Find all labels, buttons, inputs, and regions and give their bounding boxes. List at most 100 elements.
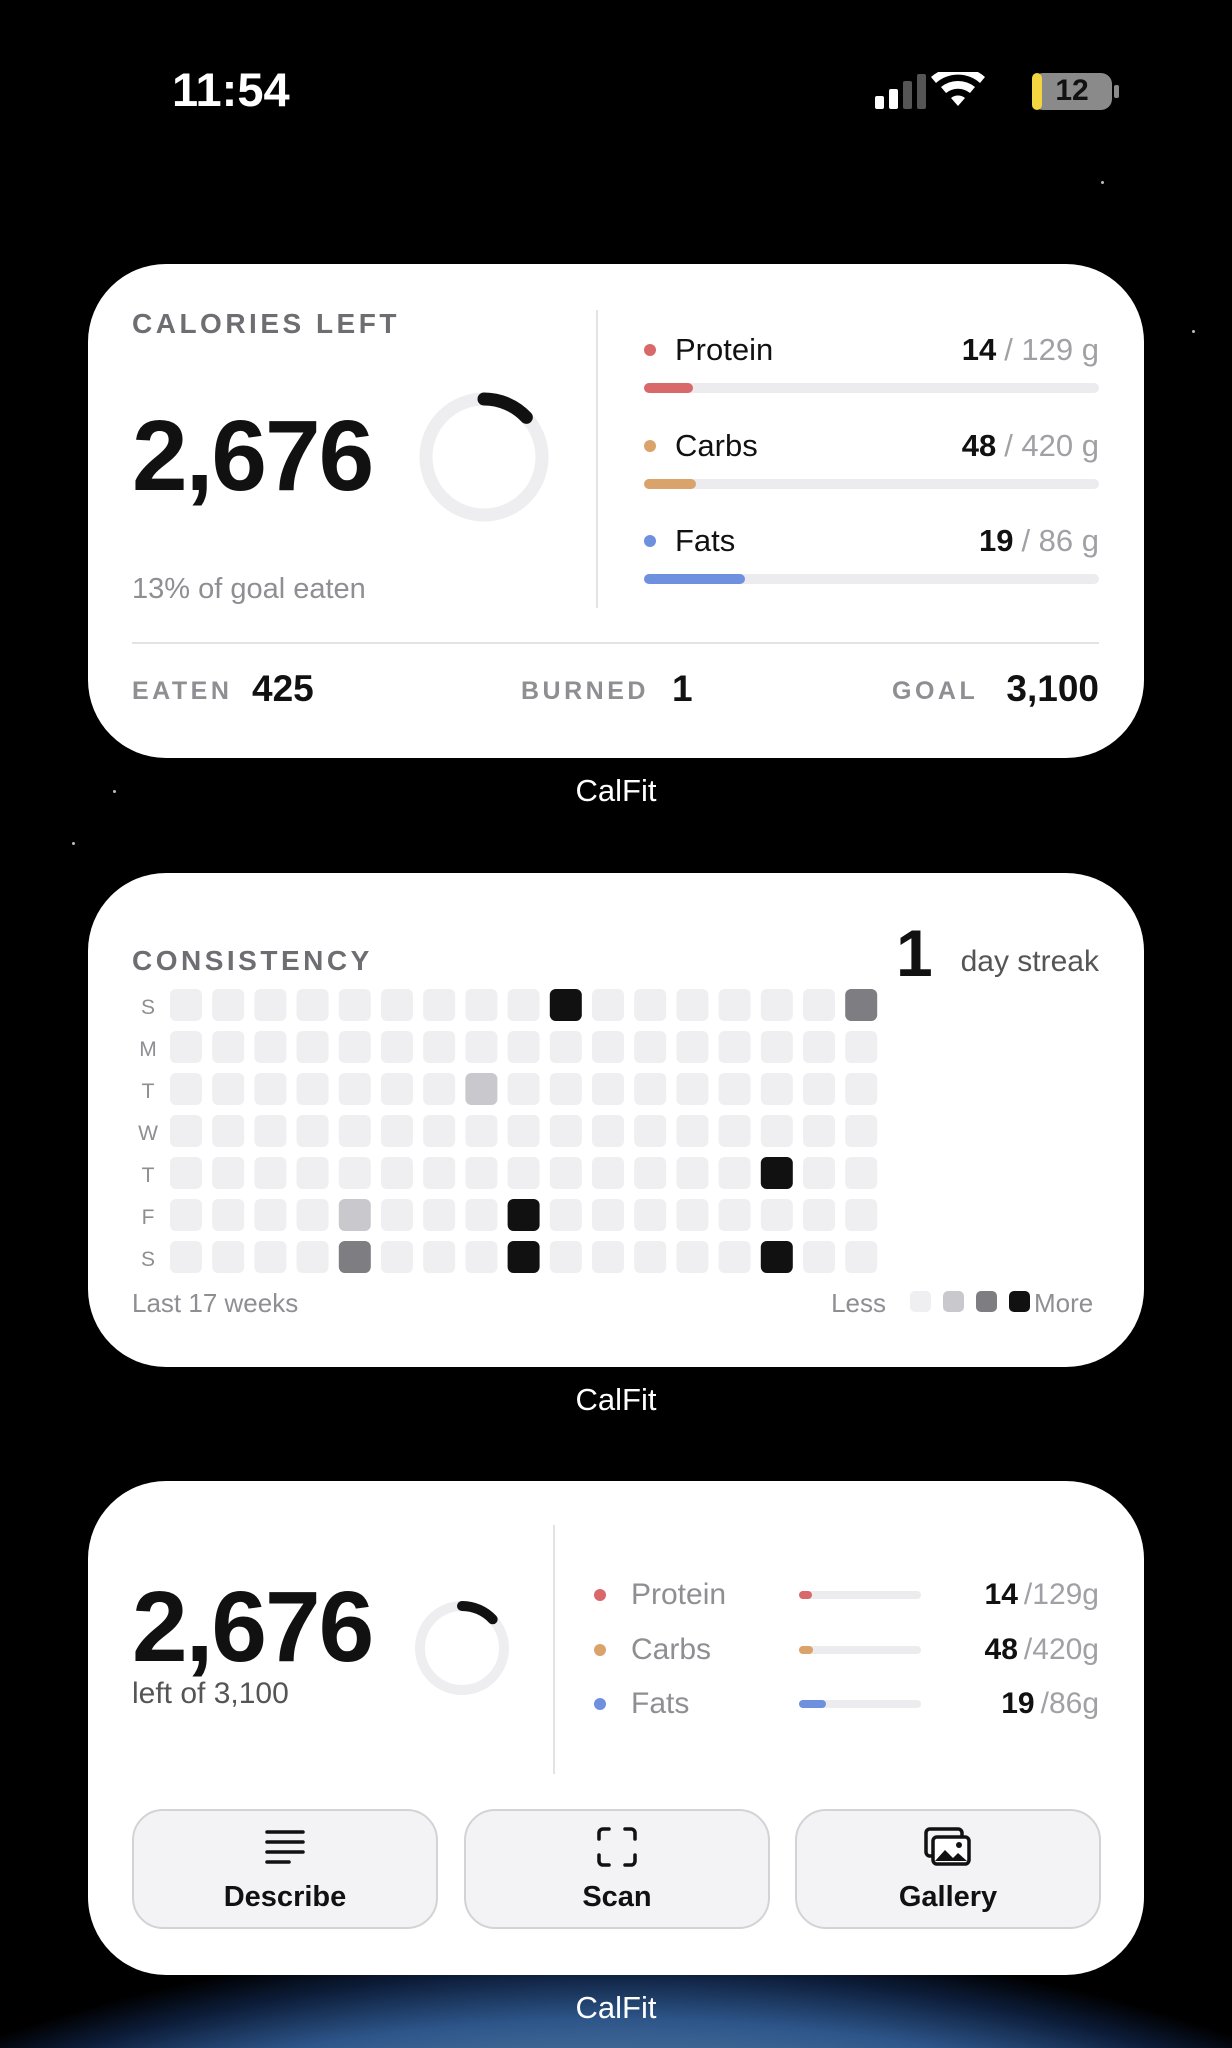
- day-label: T: [141, 1164, 155, 1187]
- heatmap-cell: [634, 1199, 667, 1231]
- heatmap-cell: [676, 1241, 709, 1273]
- gallery-button[interactable]: Gallery: [795, 1809, 1101, 1929]
- heatmap-cell: [634, 1073, 667, 1105]
- app-label: CalFit: [575, 1382, 657, 1417]
- heatmap-cell: [718, 1241, 751, 1273]
- heatmap-cell: [507, 1073, 540, 1105]
- macro-goal: /420g: [1023, 1633, 1099, 1666]
- heatmap-cell: [592, 1241, 624, 1273]
- star: [113, 790, 116, 793]
- heatmap-cell: [549, 1115, 582, 1147]
- heatmap-cell: [296, 1031, 329, 1063]
- heatmap-cell: [803, 1157, 835, 1189]
- heatmap-cell: [423, 989, 456, 1021]
- calories-widget[interactable]: CALORIES LEFT 2,676 13% of goal eaten Pr…: [88, 264, 1144, 758]
- divider: [596, 310, 598, 608]
- macro-name: Fats: [675, 523, 736, 558]
- legend-swatch: [910, 1291, 931, 1312]
- heatmap-cell: [760, 1157, 793, 1189]
- heatmap-cell: [803, 1241, 835, 1273]
- macro-bar: [799, 1700, 826, 1708]
- day-label: T: [141, 1080, 155, 1103]
- macro-bar: [799, 1646, 813, 1654]
- day-label: F: [141, 1206, 155, 1229]
- heatmap-cell: [760, 1073, 793, 1105]
- heatmap-cell: [592, 1073, 624, 1105]
- consistency-widget[interactable]: CONSISTENCY 1 day streak Last 17 weeks L…: [88, 873, 1144, 1367]
- heatmap-cell: [803, 989, 835, 1021]
- heatmap-cell: [718, 989, 751, 1021]
- total-label: BURNED: [521, 677, 649, 705]
- heatmap-cell: [212, 1157, 245, 1189]
- heatmap-cell: [507, 1031, 540, 1063]
- macro-eaten: 19: [1001, 1687, 1035, 1720]
- heatmap-cell: [212, 989, 245, 1021]
- star: [1101, 181, 1104, 184]
- heatmap-cell: [338, 1031, 371, 1063]
- divider: [132, 642, 1099, 644]
- heatmap-cell: [170, 989, 202, 1021]
- heatmap-cell: [254, 989, 287, 1021]
- heatmap-cell: [254, 1073, 287, 1105]
- heatmap-cell: [592, 1157, 624, 1189]
- macro-goal: / 420 g: [1004, 428, 1099, 463]
- gallery-icon: [924, 1827, 971, 1866]
- heatmap-cell: [338, 1241, 371, 1273]
- heatmap-cell: [381, 989, 413, 1021]
- macro-eaten: 48: [961, 428, 997, 463]
- heatmap-cell: [845, 1199, 878, 1231]
- heatmap-cell: [338, 1157, 371, 1189]
- heatmap-cell: [549, 1241, 582, 1273]
- macro-goal: / 86 g: [1021, 523, 1099, 558]
- heatmap-cell: [381, 1115, 413, 1147]
- heatmap-cell: [760, 1199, 793, 1231]
- heatmap-cell: [507, 1241, 540, 1273]
- app-label: CalFit: [575, 773, 657, 808]
- macro-bar: [644, 383, 694, 393]
- macro-track: [644, 383, 1099, 393]
- heatmap-cell: [254, 1031, 287, 1063]
- progress-ring: [415, 1601, 509, 1695]
- total-value: 3,100: [1006, 668, 1099, 709]
- heatmap-cell: [592, 1031, 624, 1063]
- day-label: M: [139, 1038, 157, 1061]
- macro-track: [799, 1646, 921, 1654]
- heatmap-cell: [381, 1073, 413, 1105]
- heatmap-cell: [212, 1199, 245, 1231]
- day-label: S: [140, 1248, 155, 1271]
- scan-button[interactable]: Scan: [464, 1809, 770, 1929]
- heatmap-cell: [338, 1115, 371, 1147]
- percent-label: 13% of goal eaten: [132, 573, 366, 605]
- macro-bar: [644, 479, 696, 489]
- describe-button[interactable]: Describe: [132, 1809, 438, 1929]
- heatmap-cell: [423, 1115, 456, 1147]
- heatmap-cell: [423, 1073, 456, 1105]
- status-icons: [875, 72, 1119, 110]
- heatmap-cell: [423, 1157, 456, 1189]
- heatmap-cell: [338, 1199, 371, 1231]
- status-time: 11:54: [172, 63, 290, 116]
- battery-level: 12: [1055, 74, 1089, 107]
- heatmap-cell: [465, 1241, 498, 1273]
- app-label: CalFit: [575, 1990, 657, 2025]
- macro-name: Protein: [675, 332, 774, 367]
- macro-name: Protein: [631, 1578, 727, 1611]
- streak-count: 1: [896, 916, 933, 990]
- legend-swatch: [976, 1291, 997, 1312]
- heatmap-cell: [634, 1115, 667, 1147]
- heatmap-cell: [296, 1241, 329, 1273]
- heatmap-cell: [465, 1115, 498, 1147]
- heatmap-cell: [254, 1157, 287, 1189]
- macro-amount: 19/ 86 g: [979, 523, 1099, 559]
- quick-log-widget[interactable]: 2,676 left of 3,100 Describe Scan Galler…: [88, 1481, 1144, 1975]
- macro-eaten: 48: [984, 1633, 1018, 1666]
- heatmap-cell: [507, 989, 540, 1021]
- heatmap-cell: [718, 1157, 751, 1189]
- heatmap-cell: [549, 1073, 582, 1105]
- macro-track: [644, 479, 1099, 489]
- heatmap-cell: [760, 1031, 793, 1063]
- heatmap-cell: [634, 1031, 667, 1063]
- heatmap-cell: [845, 1241, 878, 1273]
- heatmap-cell: [465, 989, 498, 1021]
- heatmap-cell: [170, 1199, 202, 1231]
